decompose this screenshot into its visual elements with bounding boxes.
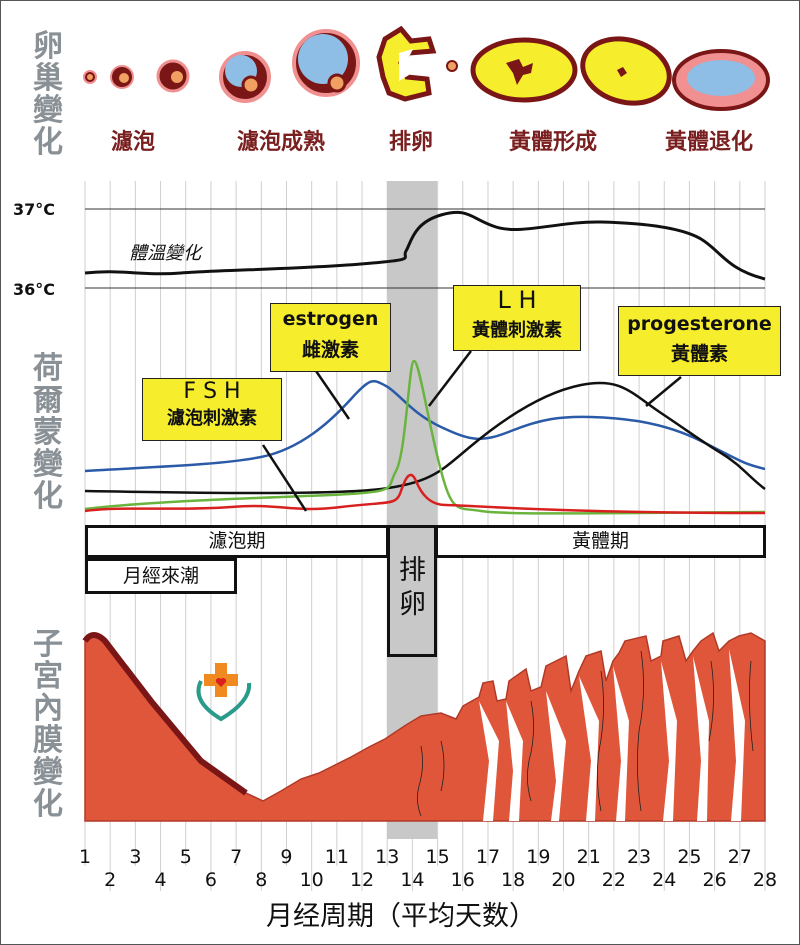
x-tick-8: 8 xyxy=(255,869,268,891)
x-axis-title: 月经周期（平均天数） xyxy=(266,901,536,932)
fsh-cn: 濾泡刺激素 xyxy=(167,408,257,429)
x-tick-16: 16 xyxy=(450,869,475,891)
x-tick-17: 17 xyxy=(475,846,501,868)
glands xyxy=(417,650,754,817)
follicle-3 xyxy=(156,59,190,93)
x-tick-1: 1 xyxy=(78,846,92,868)
estrogen-name: estrogen xyxy=(282,308,379,330)
estrogen-cn: 雌激素 xyxy=(301,339,359,361)
progesterone-cn: 黃體素 xyxy=(670,343,728,365)
x-tick-5: 5 xyxy=(179,846,192,868)
stage-follicle-mature: 濾泡成熟 xyxy=(237,130,326,155)
x-tick-23: 23 xyxy=(626,846,652,868)
x-tick-18: 18 xyxy=(501,869,526,891)
x-tick-3: 3 xyxy=(129,846,142,868)
x-tick-7: 7 xyxy=(230,846,243,868)
progesterone-name: progesterone xyxy=(627,313,772,335)
clinic-logo-icon xyxy=(196,663,252,722)
x-tick-28: 28 xyxy=(752,869,778,891)
x-tick-22: 22 xyxy=(601,869,626,891)
x-tick-2: 2 xyxy=(104,869,117,891)
stage-follicle: 濾泡 xyxy=(111,130,156,155)
x-tick-13: 13 xyxy=(375,846,400,868)
x-tick-9: 9 xyxy=(280,846,293,868)
x-tick-6: 6 xyxy=(204,869,217,891)
corpus-luteum-forming xyxy=(470,37,578,103)
shedding-layer xyxy=(82,632,248,796)
endometrium-label: 子宮內膜變化 xyxy=(33,627,63,822)
x-tick-15: 15 xyxy=(425,846,450,868)
temperature-curve-label: 體溫變化 xyxy=(129,243,201,264)
lh-name: L H xyxy=(497,286,537,314)
follicle-maturing-1 xyxy=(219,51,271,103)
x-tick-24: 24 xyxy=(652,869,677,891)
ovary-label: 卵巢變化 xyxy=(33,29,63,160)
progesterone-label-box: progesterone 黃體素 xyxy=(618,306,781,376)
x-tick-14: 14 xyxy=(400,869,425,891)
menstruation-bar: 月經來潮 xyxy=(85,558,237,594)
x-tick-25: 25 xyxy=(677,846,702,868)
progesterone-curve xyxy=(84,381,766,495)
temp-36-label: 36°C xyxy=(13,280,56,299)
x-tick-11: 11 xyxy=(324,846,349,868)
follicle-2 xyxy=(110,65,134,89)
x-tick-21: 21 xyxy=(576,846,601,868)
x-tick-27: 27 xyxy=(727,846,752,868)
lh-curve xyxy=(84,359,766,515)
label-pointers xyxy=(261,350,682,512)
endometrium-gaps xyxy=(479,649,745,821)
follicular-phase-bar: 濾泡期 xyxy=(85,525,389,558)
ovulating-follicle xyxy=(376,25,458,102)
stage-corpus-luteum-regression: 黃體退化 xyxy=(665,130,754,155)
follicle-1 xyxy=(83,70,97,84)
x-tick-12: 12 xyxy=(349,869,375,891)
stage-ovulation: 排卵 xyxy=(389,130,434,155)
ovary-illustrations xyxy=(83,25,770,111)
fsh-label-box: F S H 濾泡刺激素 xyxy=(142,378,282,441)
x-tick-20: 20 xyxy=(551,869,576,891)
x-tick-26: 26 xyxy=(702,869,727,891)
x-tick-19: 19 xyxy=(526,846,551,868)
fsh-curve xyxy=(84,473,766,515)
estrogen-curve xyxy=(84,379,766,473)
corpus-luteum-regression xyxy=(672,49,770,111)
x-tick-10: 10 xyxy=(299,869,324,891)
stage-corpus-luteum: 黃體形成 xyxy=(509,130,598,155)
ovulation-phase-bar: 排卵 xyxy=(387,525,437,657)
estrogen-label-box: estrogen 雌激素 xyxy=(270,303,391,372)
temp-37-label: 37°C xyxy=(13,200,56,219)
lh-cn: 黃體刺激素 xyxy=(472,320,562,341)
luteal-phase-bar: 黃體期 xyxy=(435,525,766,558)
lh-label-box: L H 黃體刺激素 xyxy=(453,285,581,351)
hormone-label: 荷爾蒙變化 xyxy=(33,351,63,514)
temperature-curve xyxy=(84,210,766,281)
x-tick-4: 4 xyxy=(154,869,167,891)
corpus-luteum xyxy=(580,36,672,106)
follicle-maturing-2 xyxy=(292,29,360,97)
fsh-name: F S H xyxy=(183,379,241,404)
